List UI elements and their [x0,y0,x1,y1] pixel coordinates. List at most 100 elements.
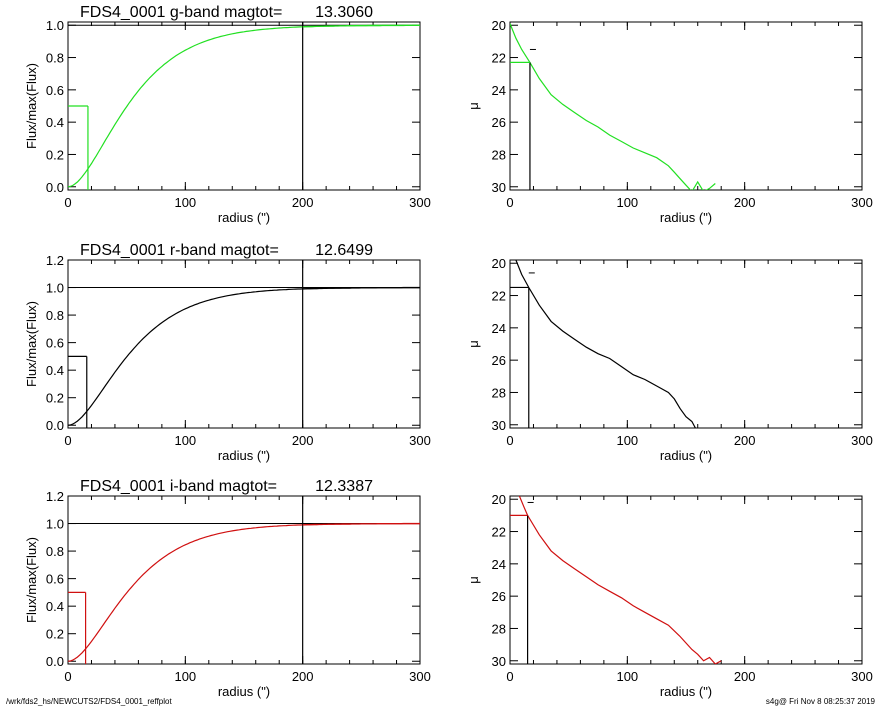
x-tick-label: 100 [174,195,196,210]
y-tick-label: 24 [492,83,506,98]
y-tick-label: 28 [492,147,506,162]
series-group [510,496,722,664]
y-tick-label: 0.6 [46,572,64,587]
y-tick-label: 0.2 [46,147,64,162]
plot-frame [509,495,863,665]
chart-title-value: 12.3387 [315,478,373,495]
x-axis-label: radius (") [218,684,270,699]
growth-curve-outer [302,286,420,290]
x-tick-label: 300 [851,195,873,210]
x-axis-label: radius (") [660,210,712,225]
y-tick-label: 0.0 [46,180,64,195]
footer-path: /wrk/fds2_hs/NEWCUTS2/FDS4_0001_reffplot [6,697,172,706]
series-group [510,260,696,428]
y-axis-label: Flux/max(Flux) [24,537,39,623]
y-tick-label: 30 [492,654,506,669]
x-tick-label: 300 [409,433,431,448]
y-tick-label: 1.0 [46,281,64,296]
y-tick-label: 0.0 [46,654,64,669]
y-tick-label: 24 [492,557,506,572]
y-tick-label: 1.0 [46,517,64,532]
plot-frame [509,21,863,191]
mu-profile-line [518,496,722,664]
y-axis-label: Flux/max(Flux) [24,63,39,149]
growth-curve-line [68,24,420,188]
y-tick-label: 20 [492,492,506,507]
x-tick-label: 0 [506,433,513,448]
x-axis-label: radius (") [218,210,270,225]
plot-frame [509,259,863,429]
x-tick-label: 200 [292,433,314,448]
x-axis-label: radius (") [660,448,712,463]
y-tick-label: 0.2 [46,391,64,406]
chart-title: FDS4_0001 r-band magtot= [80,242,279,259]
chart-title: FDS4_0001 i-band magtot= [80,478,277,495]
x-axis-label: radius (") [218,448,270,463]
x-tick-label: 0 [64,669,71,684]
chart-title-value: 12.6499 [315,242,373,259]
x-tick-label: 0 [64,195,71,210]
y-tick-label: 26 [492,353,506,368]
chart-title-value: 13.3060 [315,4,373,21]
x-tick-label: 200 [734,195,756,210]
footer-timestamp: s4g@ Fri Nov 8 08:25:37 2019 [765,697,875,706]
y-tick-label: 1.0 [46,18,64,33]
x-tick-label: 100 [174,669,196,684]
series-group [68,496,420,664]
y-tick-label: 22 [492,289,506,304]
y-tick-label: 1.2 [46,253,64,268]
y-axis-label: μ [466,340,481,348]
x-tick-label: 300 [851,433,873,448]
y-tick-label: 0.8 [46,51,64,66]
x-tick-label: 300 [409,195,431,210]
mu-profile-line [510,23,716,190]
y-tick-label: 20 [492,18,506,33]
y-tick-label: 0.6 [46,83,64,98]
x-tick-label: 0 [506,669,513,684]
y-tick-label: 0.8 [46,544,64,559]
y-tick-label: 0.4 [46,115,64,130]
series-group [68,260,420,428]
y-tick-label: 20 [492,256,506,271]
y-axis-label: Flux/max(Flux) [24,301,39,387]
y-tick-label: 0.8 [46,308,64,323]
y-tick-label: 0.0 [46,418,64,433]
x-tick-label: 200 [292,669,314,684]
y-tick-label: 24 [492,321,506,336]
growth-curve-outer [302,522,420,526]
x-tick-label: 100 [174,433,196,448]
y-tick-label: 0.4 [46,363,64,378]
x-tick-label: 0 [506,195,513,210]
x-tick-label: 0 [64,433,71,448]
y-tick-label: 26 [492,589,506,604]
growth-curve-line [68,287,420,426]
plot-frame [67,495,421,665]
y-tick-label: 30 [492,180,506,195]
x-tick-label: 100 [616,195,638,210]
y-tick-label: 0.6 [46,336,64,351]
y-tick-label: 22 [492,51,506,66]
y-tick-label: 30 [492,418,506,433]
plot-frame [67,259,421,429]
y-tick-label: 28 [492,385,506,400]
chart-title: FDS4_0001 g-band magtot= [80,4,282,21]
y-tick-label: 28 [492,621,506,636]
mu-profile-line [515,260,696,428]
y-tick-label: 1.2 [46,489,64,504]
plot-frame [67,21,421,191]
y-tick-label: 0.2 [46,627,64,642]
x-tick-label: 300 [851,669,873,684]
x-tick-label: 100 [616,433,638,448]
x-tick-label: 200 [734,433,756,448]
y-tick-label: 26 [492,115,506,130]
y-axis-label: μ [466,102,481,110]
y-axis-label: μ [466,576,481,584]
growth-curve-line [68,522,420,662]
y-tick-label: 22 [492,525,506,540]
x-tick-label: 200 [292,195,314,210]
x-tick-label: 100 [616,669,638,684]
growth-curve-outer [302,24,420,28]
x-tick-label: 200 [734,669,756,684]
